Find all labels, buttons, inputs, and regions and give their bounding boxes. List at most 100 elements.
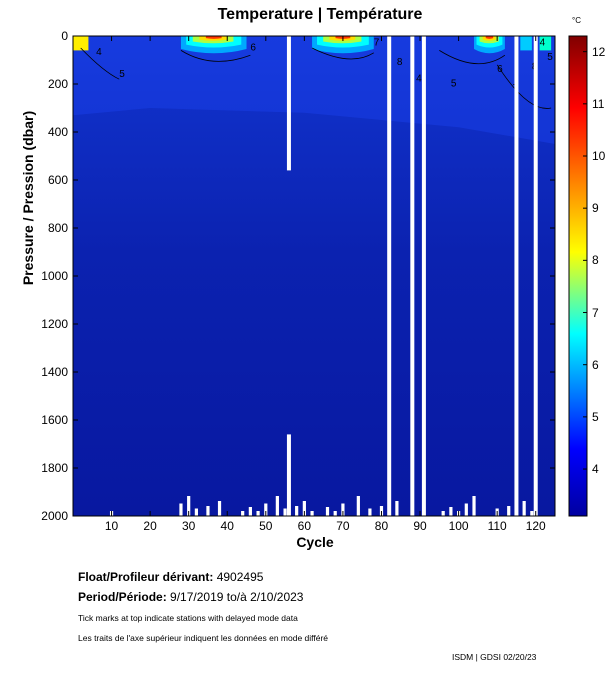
missing-data-gap bbox=[387, 36, 392, 516]
bottom-gap bbox=[275, 496, 279, 516]
colorbar-tick-label: 10 bbox=[592, 149, 606, 163]
credit-text: ISDM | GDSI 02/20/23 bbox=[452, 652, 537, 662]
contour-line bbox=[180, 50, 251, 62]
period-value: 9/17/2019 to/à 2/10/2023 bbox=[170, 590, 304, 604]
bottom-gap bbox=[333, 511, 337, 516]
y-tick-label: 1400 bbox=[41, 365, 68, 379]
colorbar-tick-label: 11 bbox=[592, 96, 605, 111]
colorbar-tick-label: 4 bbox=[592, 462, 599, 477]
bottom-gap bbox=[194, 508, 198, 516]
contour-label: 7 bbox=[374, 38, 380, 49]
x-tick-label: 70 bbox=[336, 519, 350, 533]
bottom-gap bbox=[325, 507, 330, 516]
bottom-gap bbox=[206, 506, 210, 516]
colorbar-tick-label: 9 bbox=[592, 201, 599, 216]
upper-water-layer bbox=[73, 36, 555, 144]
bottom-gap bbox=[295, 506, 299, 516]
y-tick-label: 800 bbox=[47, 221, 68, 235]
contour-line bbox=[496, 64, 552, 109]
bottom-gap bbox=[283, 508, 287, 516]
contour-line bbox=[311, 47, 374, 60]
missing-data-gap bbox=[286, 434, 291, 516]
x-tick-label: 90 bbox=[413, 519, 427, 533]
bottom-gap bbox=[310, 511, 314, 516]
contour-label: 4 bbox=[540, 38, 546, 49]
bottom-gap bbox=[356, 496, 360, 516]
bottom-gap bbox=[341, 503, 345, 516]
y-tick-label: 400 bbox=[47, 125, 68, 139]
bottom-gap bbox=[464, 503, 468, 516]
colorbar-tick-label: 12 bbox=[592, 44, 606, 59]
axes-ticks bbox=[73, 35, 587, 517]
float-info: Float/Profileur dérivant: 4902495 bbox=[78, 570, 263, 584]
x-tick-label: 120 bbox=[525, 519, 546, 533]
bottom-gap bbox=[441, 511, 445, 516]
bottom-gap bbox=[472, 496, 476, 516]
x-tick-label: 50 bbox=[259, 519, 273, 533]
warm-surface-patch bbox=[520, 36, 532, 51]
float-label: Float/Profileur dérivant: bbox=[78, 570, 214, 584]
bottom-gap bbox=[187, 496, 191, 516]
y-tick-label: 1600 bbox=[41, 413, 68, 427]
warm-surface-patch bbox=[73, 36, 89, 51]
x-tick-label: 20 bbox=[143, 519, 157, 533]
y-tick-label: 1800 bbox=[41, 461, 68, 475]
bottom-gap bbox=[449, 507, 453, 516]
warm-surface-patch bbox=[485, 36, 494, 39]
contour-label: 4 bbox=[96, 47, 102, 58]
contour-label: 5 bbox=[547, 52, 553, 63]
contour-line bbox=[439, 50, 506, 65]
y-tick-label: 200 bbox=[47, 77, 68, 91]
missing-data-gap bbox=[514, 36, 519, 516]
x-tick-label: 60 bbox=[297, 519, 312, 533]
colorbar-tick-label: 5 bbox=[592, 409, 599, 424]
note-english: Tick marks at top indicate stations with… bbox=[78, 613, 298, 623]
x-tick-label: 100 bbox=[448, 519, 469, 533]
float-value: 4902495 bbox=[216, 570, 264, 584]
missing-data-gap bbox=[410, 36, 415, 516]
contour-label: 6 bbox=[497, 64, 503, 75]
bottom-gap bbox=[256, 511, 260, 516]
bottom-gap bbox=[368, 508, 372, 516]
colorbar-tick-label: 6 bbox=[592, 357, 599, 372]
period-info: Period/Période: 9/17/2019 to/à 2/10/2023 bbox=[78, 590, 303, 604]
x-tick-label: 110 bbox=[487, 519, 507, 533]
bottom-gap bbox=[264, 503, 268, 516]
bottom-gap bbox=[530, 511, 534, 516]
bottom-gap bbox=[217, 501, 222, 516]
y-tick-label: 1200 bbox=[41, 317, 68, 331]
period-label: Period/Période: bbox=[78, 590, 167, 604]
y-tick-label: 1000 bbox=[41, 269, 68, 283]
chart-title: Temperature | Température bbox=[217, 6, 423, 23]
contour-label: 4 bbox=[416, 74, 422, 85]
warm-surface-patch bbox=[539, 36, 552, 51]
bottom-gap bbox=[302, 501, 306, 516]
contour-label: 5 bbox=[451, 78, 457, 89]
contour-label: 8 bbox=[397, 57, 403, 68]
x-tick-label: 10 bbox=[104, 519, 119, 533]
missing-data-gap bbox=[533, 36, 538, 516]
x-axis-label: Cycle bbox=[296, 534, 334, 550]
bottom-gap bbox=[522, 501, 526, 516]
x-tick-label: 30 bbox=[181, 519, 196, 533]
missing-data-gap bbox=[286, 36, 291, 171]
missing-data-gap bbox=[421, 36, 426, 516]
colorbar-unit: °C bbox=[572, 16, 581, 25]
warm-surface-patch bbox=[205, 36, 222, 39]
bottom-gap bbox=[241, 511, 245, 516]
contour-label: 5 bbox=[119, 69, 125, 80]
y-tick-label: 600 bbox=[47, 173, 68, 187]
x-tick-label: 80 bbox=[374, 519, 389, 533]
bottom-gap bbox=[507, 506, 511, 516]
contour-label: 6 bbox=[250, 42, 256, 53]
bottom-gap bbox=[395, 501, 399, 516]
contour-line bbox=[80, 47, 120, 80]
bottom-gap bbox=[248, 507, 252, 516]
x-tick-label: 40 bbox=[220, 519, 234, 533]
temperature-field: 456784567845 bbox=[73, 36, 555, 516]
note-french: Les traits de l'axe supérieur indiquent … bbox=[78, 633, 329, 643]
colorbar bbox=[568, 35, 588, 517]
bottom-gap bbox=[179, 503, 183, 516]
colorbar-tick-label: 8 bbox=[592, 253, 599, 268]
